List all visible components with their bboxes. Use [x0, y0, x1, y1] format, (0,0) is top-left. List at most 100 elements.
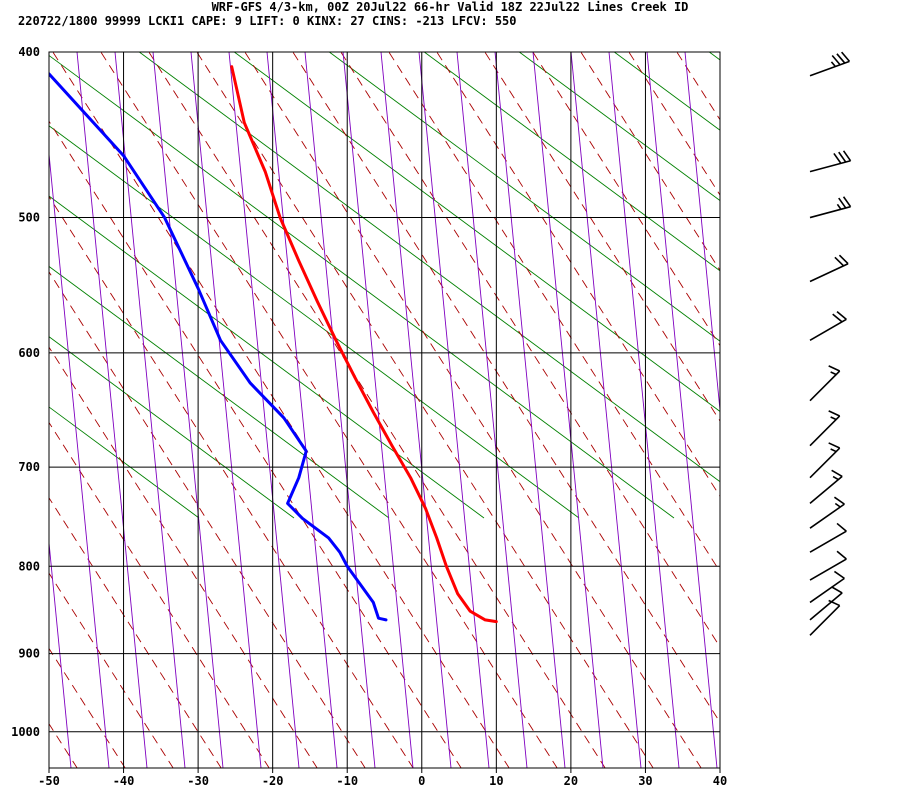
mixing-ratio-line — [49, 149, 110, 768]
wind-barb-feather — [831, 54, 841, 66]
moist-adiabat-line — [49, 647, 126, 768]
wind-barb — [809, 586, 843, 621]
mixing-ratio-line — [494, 52, 566, 768]
moist-adiabat-line — [532, 52, 720, 347]
x-tick-label: -30 — [187, 774, 209, 788]
y-tick-label: 600 — [18, 346, 40, 360]
wind-barb-staff — [809, 592, 843, 621]
y-tick-label: 400 — [18, 45, 40, 59]
wind-barb-feather — [833, 152, 842, 164]
wind-barb-half-feather — [830, 416, 837, 421]
y-tick-label: 700 — [18, 460, 40, 474]
moist-adiabat-line — [49, 271, 366, 768]
wind-barb-feather — [828, 442, 841, 449]
y-tick-label: 500 — [18, 211, 40, 225]
wind-barb-feather — [838, 197, 847, 209]
dry-adiabat-line — [49, 125, 580, 519]
wind-barb-feather — [832, 313, 843, 323]
wind-barb — [809, 599, 841, 636]
grid — [49, 51, 720, 768]
wind-barb-feather — [838, 151, 847, 163]
wind-barb — [809, 365, 841, 402]
x-tick-label: -20 — [262, 774, 284, 788]
dry-adiabat-line — [534, 0, 900, 518]
mixing-ratio-line — [761, 52, 831, 768]
mixing-ratio-line — [418, 52, 490, 768]
moist-adiabat-line — [49, 120, 462, 768]
moist-adiabat-line — [148, 52, 606, 768]
wind-barb-staff — [809, 530, 847, 553]
wind-barb-staff — [809, 60, 850, 77]
wind-barb-staff — [809, 558, 847, 581]
dry-adiabat-line — [233, 52, 720, 412]
wind-barb-half-feather — [830, 61, 836, 68]
wind-barb-feather — [831, 586, 843, 594]
mixing-ratio-line — [723, 52, 793, 768]
mixing-ratio-line — [684, 52, 720, 415]
mixing-ratio-line — [342, 52, 414, 768]
moist-adiabat-line — [49, 195, 414, 768]
mixing-ratio-line — [608, 52, 680, 768]
wind-barb-staff — [809, 475, 843, 504]
x-tick-label: -10 — [336, 774, 358, 788]
dry-adiabat-line — [724, 0, 900, 518]
wind-barb-staff — [809, 160, 851, 173]
moist-adiabat-line — [789, 2, 900, 800]
x-tick-label: 40 — [713, 774, 727, 788]
wind-barb-feather — [833, 570, 845, 580]
dewpoint-trace — [49, 72, 388, 622]
moist-adiabat-line — [49, 497, 222, 768]
x-tick-label: 0 — [418, 774, 425, 788]
moist-adiabat-line — [49, 421, 270, 768]
dry-adiabat-line — [49, 265, 390, 519]
wind-barb-feather — [836, 522, 847, 532]
x-axis-ticks: -50 -40 -30 -20 -10 0 10 20 30 40 — [38, 768, 727, 788]
wind-barb-feather — [833, 496, 845, 505]
wind-barb-feather — [836, 310, 847, 320]
x-tick-label: -40 — [113, 774, 135, 788]
mixing-ratio-line — [380, 52, 452, 768]
moist-adiabat-line — [837, 2, 900, 800]
x-tick-label: -50 — [38, 774, 60, 788]
wind-barb — [809, 310, 847, 342]
wind-barb-feather — [834, 256, 845, 267]
mixing-ratio-line — [456, 52, 528, 768]
moist-adiabat-line — [580, 52, 720, 272]
wind-barb-staff — [809, 577, 845, 604]
moist-adiabat-line — [292, 52, 720, 724]
dry-adiabat-line — [629, 0, 900, 518]
moist-adiabat-line — [676, 52, 720, 121]
wind-barb-staff — [809, 205, 851, 219]
y-tick-label: 1000 — [11, 725, 40, 739]
wind-barb-staff — [809, 503, 845, 529]
moist-adiabat-line — [49, 346, 318, 768]
wind-barb-half-feather — [830, 448, 837, 453]
wind-barb — [809, 442, 841, 479]
x-tick-label: 20 — [564, 774, 578, 788]
dry-adiabat-line — [423, 52, 720, 272]
wind-barb-feather — [836, 53, 846, 64]
mixing-ratio-line — [875, 52, 900, 768]
moist-adiabat-line — [0, 2, 13, 800]
plot-frame — [48, 51, 721, 769]
wind-barb-half-feather — [836, 203, 842, 210]
wind-barb-staff — [809, 318, 847, 342]
moist-adiabat-line — [436, 52, 720, 498]
x-tick-label: 10 — [489, 774, 503, 788]
dry-adiabat-line — [518, 52, 720, 202]
wind-barb — [809, 496, 845, 529]
moist-adiabat-line — [628, 52, 720, 196]
dry-adiabat-line — [49, 336, 295, 519]
mixing-ratio-line — [190, 52, 262, 768]
wind-barb-staff — [809, 447, 841, 479]
wind-barb-staff — [809, 263, 849, 283]
wind-barb-feather — [842, 150, 852, 162]
moist-adiabat-line — [49, 572, 174, 768]
wind-barb-staff — [809, 605, 841, 636]
wind-barb — [809, 51, 851, 77]
wind-barb-half-feather — [834, 502, 841, 508]
dry-adiabat-line — [138, 52, 720, 483]
wind-barb — [809, 254, 849, 283]
moist-adiabat-line — [0, 2, 61, 800]
